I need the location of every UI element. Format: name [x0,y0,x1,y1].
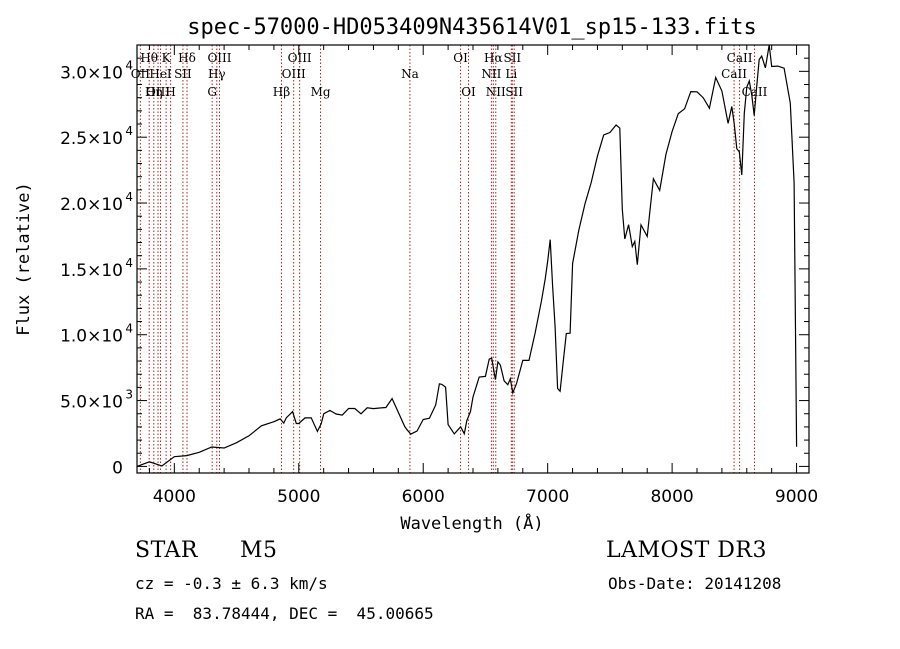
spectral-line-label: G [207,85,217,99]
spectral-line-label: OI [453,51,468,65]
y-tick-label: 0 [112,458,123,478]
y-tick-label: 1.0×10 [60,327,123,347]
spectral-line-label: Mg [311,85,331,99]
chart-title: spec-57000-HD053409N435614V01_sp15-133.f… [187,15,757,40]
spectral-line-label: K [162,51,172,65]
y-tick-label: 3.0×10 [60,63,123,83]
x-tick-label: 8000 [650,487,693,507]
x-axis-ticks: 4000 5000 6000 7000 8000 9000 [148,45,818,507]
spectral-line-label: NII [486,85,506,99]
y-tick-label: 2.5×10 [60,129,123,149]
spectral-line-label: OIII [288,51,312,65]
y-tick-exponent: 4 [125,256,133,270]
spectral-line-label: SII [503,51,521,65]
y-tick-label: 1.5×10 [60,261,123,281]
observation-date: Obs-Date: 20141208 [608,574,782,593]
y-tick-label: 5.0×10 [60,393,123,413]
spectral-line-label: NII [481,67,501,81]
spectral-line-label: OIII [282,67,306,81]
spectral-line-label: CaII [721,67,747,81]
x-tick-label: 4000 [153,487,196,507]
y-tick-exponent: 3 [125,388,133,402]
y-tick-mantissa: 5.0×10 [60,393,123,413]
x-tick-label: 9000 [775,487,818,507]
spectral-line-label: OII [131,67,151,81]
spectral-line-label: Na [401,67,419,81]
spectral-line-label: H [165,85,175,99]
coordinates: RA = 83.78444, DEC = 45.00665 [135,604,434,623]
spectral-line-label: OI [461,85,476,99]
y-tick-exponent: 4 [125,190,133,204]
x-tick-label: 5000 [277,487,320,507]
y-tick-mantissa: 1.5×10 [60,261,123,281]
spectral-line-label: HeI [149,67,172,81]
spectrum-chart: spec-57000-HD053409N435614V01_sp15-133.f… [14,15,818,534]
y-tick-label: 2.0×10 [60,195,123,215]
y-axis-label: Flux (relative) [14,182,34,336]
spectral-line-label: Hγ [208,67,226,81]
y-axis-ticks: 05.0×10 31.0×10 41.5×10 42.0×10 42.5×10 43.0×… [60,44,809,478]
spectral-line-label: CaII [742,85,768,99]
spectral-line-label: Hδ [178,51,196,65]
x-tick-label: 6000 [402,487,445,507]
y-tick-mantissa: 2.5×10 [60,129,123,149]
spectral-line-label: OIII [146,85,170,99]
spectral-line-markers [139,45,755,473]
y-tick-exponent: 4 [125,322,133,336]
spectrum-line [136,44,798,467]
spectral-line-label: OIII [207,51,231,65]
y-tick-mantissa: 2.0×10 [60,195,123,215]
y-tick-mantissa: 3.0×10 [60,63,123,83]
spectral-line-label: SII [174,67,192,81]
spectral-line-label: Hα [484,51,503,65]
object-subclass: M5 [240,538,278,563]
y-tick-exponent: 4 [125,124,133,138]
spectral-line-label: CaII [727,51,753,65]
plot-frame [136,44,810,474]
spectral-line-label: Hβ [273,85,290,99]
object-class: STAR [135,538,198,563]
y-tick-mantissa: 1.0×10 [60,327,123,347]
x-axis-label: Wavelength (Å) [400,512,543,534]
x-tick-label: 7000 [526,487,569,507]
spectral-line-labels: Hθ OII OIII K HeI Hη SII H Hδ OIII Hγ G Hβ OIII OIII Mg… [131,51,768,99]
spectral-line-label: SII [505,85,523,99]
y-tick-exponent: 4 [125,58,133,72]
spectral-line-label: Hη [145,85,163,99]
spectral-line-label: Hθ [140,51,158,65]
survey-name: LAMOST DR3 [606,538,767,563]
y-tick-mantissa: 0 [112,458,123,478]
redshift-velocity: cz = -0.3 ± 6.3 km/s [135,574,328,593]
spectral-line-label: Li [505,67,517,81]
